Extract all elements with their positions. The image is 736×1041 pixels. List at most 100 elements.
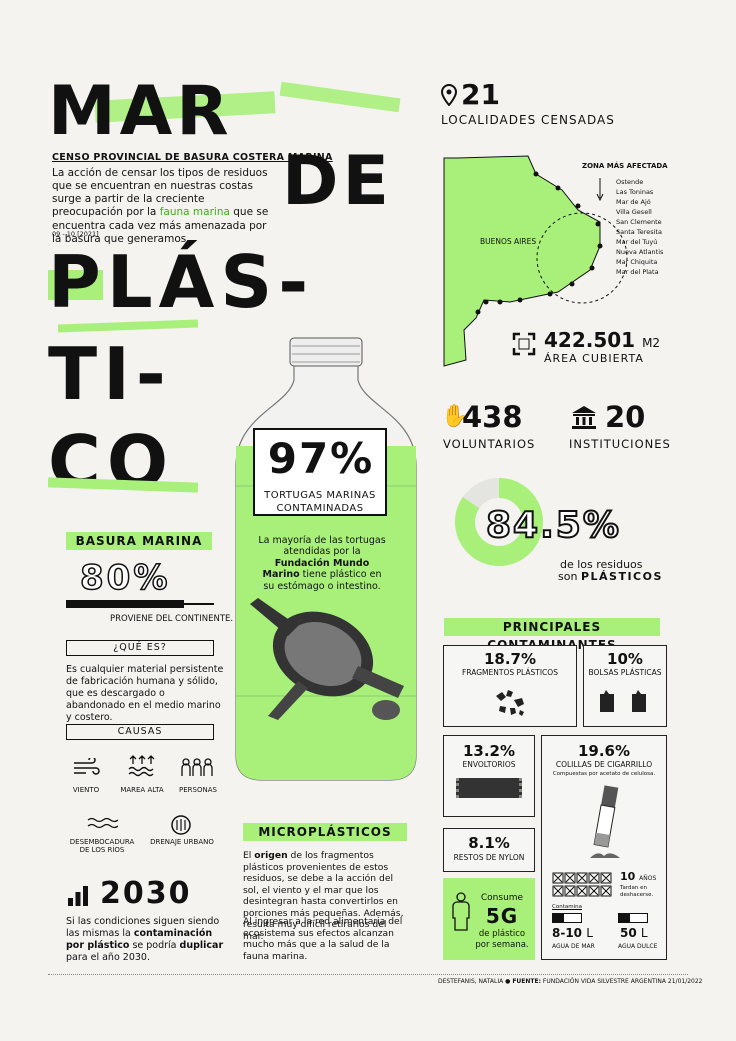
- bottle-label-b: CONTAMINADAS: [276, 503, 364, 514]
- title-highlight-2: [48, 270, 103, 300]
- micro-paragraph-1: El origen de los fragmentos plásticos pr…: [243, 850, 409, 942]
- intro-text-highlight: fauna marina: [159, 206, 230, 219]
- area-number: 422.501: [544, 328, 636, 352]
- marine-heading: BASURA MARINA: [66, 532, 212, 550]
- institutions-value: 20: [605, 400, 646, 434]
- intro-text-a: La acción de censar los tipos de residuo…: [52, 167, 268, 219]
- title-mar: MAR: [48, 72, 233, 151]
- cigarettes-label: COLILLAS DE CIGARRILLO: [555, 760, 653, 769]
- micro-p1-c: de los fragmentos plásticos provenientes…: [243, 850, 404, 942]
- year-text-a: Si las condiciones siguen siendo las mis…: [66, 916, 220, 939]
- map-province: BUENOS AIRES: [480, 237, 537, 246]
- title-ti: TI-: [48, 332, 172, 416]
- wrapper-icon: [456, 778, 522, 798]
- footer-source: FUNDACIÓN VIDA SILVESTRE ARGENTINA: [542, 978, 666, 985]
- cause-wind: VIENTO: [72, 786, 100, 794]
- map-place: San Clemente: [616, 218, 662, 226]
- plastic-share-label-a: de los residuos: [560, 558, 643, 571]
- map-zone-label: ZONA MÁS AFECTADA: [582, 162, 668, 170]
- map-place: Villa Gesell: [616, 208, 652, 216]
- fresh-water-label: AGUA DULCE: [618, 943, 658, 950]
- what-heading: ¿QUÉ ES?: [66, 640, 214, 656]
- year-value: 2030: [100, 876, 192, 911]
- map-place: Nueva Atlantis: [616, 248, 664, 256]
- map-place: Las Toninas: [616, 188, 654, 196]
- turtle-illustration: [250, 598, 404, 720]
- institutions-label: INSTITUCIONES: [569, 437, 671, 451]
- pollutants-heading: PRINCIPALES CONTAMINANTES: [444, 618, 660, 652]
- tide-icon: [127, 754, 157, 782]
- footer-author: DESTEFANIS, NATALIA: [438, 978, 504, 985]
- micro-p1-b: origen: [254, 850, 288, 861]
- intro-text-b: que se encuentra cada vez más amenazada …: [52, 206, 269, 245]
- map-place: Mar Chiquita: [616, 258, 658, 266]
- cause-river: DESEMBOCADURA DE LOS RÍOS: [69, 838, 135, 855]
- area-unit: M2: [642, 336, 661, 350]
- bags-value: 10%: [607, 650, 643, 668]
- cause-tide: MAREA ALTA: [120, 786, 164, 794]
- map-places: Ostende Las Toninas Mar de Ajó Villa Ges…: [616, 178, 686, 278]
- sea-water-label: AGUA DE MAR: [552, 943, 595, 950]
- consume-label-c: por semana.: [475, 940, 529, 950]
- years-note: Tardan en deshacerse.: [620, 885, 654, 898]
- marine-value: 80%: [79, 557, 171, 599]
- map-place: Santa Teresita: [616, 228, 662, 236]
- bar-chart-icon: [66, 884, 90, 912]
- year-text-c: se podría: [132, 939, 177, 951]
- contaminates-label: Contamina: [552, 904, 582, 910]
- plastic-share-label-b: son: [558, 570, 578, 583]
- footer-bullet: ●: [505, 978, 511, 985]
- footer-divider: [48, 974, 688, 975]
- fragments-value: 18.7%: [483, 650, 537, 668]
- intro-date: 09 - 10 [2021]: [52, 230, 99, 238]
- years-grid: [552, 872, 614, 902]
- plastic-share-value: 84.5%: [485, 504, 621, 547]
- consume-label-b: de plástico: [478, 929, 526, 939]
- bottle-text: La mayoría de las tortugas atendidas por…: [258, 535, 386, 592]
- volunteers-value: 438: [462, 400, 523, 434]
- people-icon: [180, 758, 214, 782]
- causes-heading: CAUSAS: [66, 724, 214, 740]
- nylon-value: 8.1%: [468, 834, 510, 852]
- fresh-water-value: 50 L: [620, 926, 648, 940]
- bottle-text-a: La mayoría de las tortugas atendidas por…: [258, 535, 386, 558]
- consume-card: [443, 878, 535, 960]
- card-wrappers: [443, 735, 535, 817]
- year-text-b: contaminación por plástico: [66, 927, 213, 951]
- years-number: 10: [620, 870, 636, 883]
- footer-source-label: FUENTE:: [512, 978, 541, 985]
- marine-caption: PROVIENE DEL CONTINENTE.: [110, 614, 234, 624]
- bottle-stat-card: [253, 428, 387, 516]
- fragments-icon: [492, 686, 528, 722]
- title-highlight-wave: [279, 81, 401, 113]
- plastic-donut: [454, 477, 544, 567]
- fresh-water-icon: [618, 913, 648, 923]
- year-text-e: para el año 2030.: [66, 951, 150, 963]
- wrappers-label: ENVOLTORIOS: [462, 760, 516, 769]
- title-plas: PLÁS-: [48, 240, 315, 324]
- consume-value: 5G: [485, 904, 519, 928]
- cigarettes-note: Compuestas por acetato de celulosa.: [552, 771, 656, 777]
- area-icon: [512, 332, 536, 360]
- year-text-d: duplicar: [179, 939, 224, 951]
- fresh-unit: L: [640, 926, 648, 940]
- river-icon: [86, 816, 119, 836]
- fresh-number: 50: [620, 926, 637, 940]
- cause-drain: DRENAJE URBANO: [150, 838, 214, 846]
- plastic-share-label-c: PLÁSTICOS: [580, 570, 663, 583]
- bags-label: BOLSAS PLÁSTICAS: [588, 668, 662, 677]
- footer-credits: DESTEFANIS, NATALIA ● FUENTE: FUNDACIÓN …: [438, 978, 703, 985]
- micro-p1-a: El: [243, 850, 252, 861]
- pin-icon: [440, 83, 458, 110]
- area-value: 422.501 M2: [544, 328, 660, 352]
- map-place: Mar del Tuyú: [616, 238, 658, 246]
- card-fragments: [443, 645, 577, 727]
- bottle-label-a: TORTUGAS MARINAS: [264, 490, 376, 501]
- plastic-share-label: son PLÁSTICOS: [558, 570, 663, 583]
- cigarettes-value: 19.6%: [577, 742, 631, 760]
- sea-unit: L: [586, 926, 593, 940]
- year-text: Si las condiciones siguen siendo las mis…: [66, 916, 226, 964]
- bottle-value: 97%: [267, 434, 375, 483]
- institution-icon: [570, 404, 598, 434]
- sea-number: 8-10: [552, 926, 583, 940]
